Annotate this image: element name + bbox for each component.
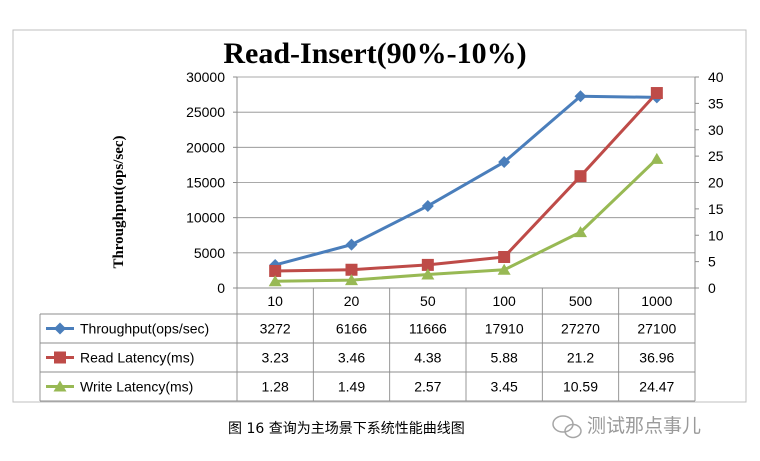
y-tick-label: 15000: [186, 175, 225, 191]
figure-caption: 图 16 查询为主场景下系统性能曲线图: [228, 421, 465, 437]
data-label: 3.23: [262, 350, 289, 366]
data-point: [574, 90, 587, 103]
data-point: [269, 264, 282, 277]
x-tick-label: 100: [492, 293, 516, 309]
y-tick-label: 30000: [186, 69, 225, 85]
data-label: 17910: [485, 321, 524, 337]
data-label: 36.96: [639, 350, 674, 366]
data-label: 5.88: [491, 350, 518, 366]
series-line: [275, 92, 658, 273]
data-point: [421, 268, 435, 280]
data-label: 10.59: [563, 379, 598, 395]
y2-tick-label: 35: [708, 95, 724, 111]
watermark: 测试那点事儿: [552, 415, 701, 439]
data-point: [345, 263, 358, 276]
data-label: 2.57: [414, 379, 441, 395]
data-point: [650, 152, 664, 164]
data-point: [421, 258, 434, 271]
data-label: 27100: [637, 321, 676, 337]
x-tick-label: 20: [344, 293, 360, 309]
data-point: [650, 87, 663, 100]
legend-marker: [54, 351, 66, 364]
x-tick-label: 1000: [641, 293, 672, 309]
data-label: 1.28: [262, 379, 289, 395]
data-point: [345, 238, 358, 251]
data-point: [268, 275, 282, 287]
data-label: 4.38: [414, 350, 441, 366]
y-tick-label: 0: [217, 280, 225, 296]
data-point: [421, 199, 434, 212]
data-point: [498, 250, 511, 263]
y-tick-label: 25000: [186, 104, 225, 120]
legend-entry: Write Latency(ms): [80, 379, 193, 395]
data-point: [497, 263, 511, 275]
x-tick-label: 500: [569, 293, 593, 309]
data-label: 27270: [561, 321, 600, 337]
data-label: 3272: [260, 321, 291, 337]
legend-marker: [54, 322, 66, 335]
data-label: 24.47: [639, 379, 674, 395]
data-point: [498, 156, 511, 169]
data-label: 1.49: [338, 379, 365, 395]
y-tick-label: 10000: [186, 210, 225, 226]
y-tick-label: 5000: [194, 245, 225, 261]
y2-tick-label: 20: [708, 175, 724, 191]
y2-tick-label: 0: [708, 280, 716, 296]
data-label: 21.2: [567, 350, 594, 366]
y2-tick-label: 40: [708, 69, 724, 85]
data-label: 11666: [409, 321, 447, 337]
data-label: 6166: [336, 321, 367, 337]
data-label: 3.45: [491, 379, 518, 395]
y-tick-label: 20000: [186, 139, 225, 155]
series-line: [274, 94, 657, 267]
y2-tick-label: 25: [708, 148, 724, 164]
chart-title: Read-Insert(90%-10%): [223, 37, 526, 70]
legend-marker: [53, 380, 67, 392]
data-point: [574, 170, 587, 183]
y2-tick-label: 10: [708, 227, 724, 243]
chart-border: [12, 29, 747, 403]
series-line: [275, 157, 658, 283]
legend-entry: Throughput(ops/sec): [80, 321, 209, 337]
watermark-text: 测试那点事儿: [587, 415, 701, 437]
y2-tick-label: 30: [708, 122, 724, 138]
wechat-logo-icon: [552, 415, 582, 439]
x-tick-label: 10: [267, 293, 283, 309]
data-label: 3.46: [338, 350, 365, 366]
data-point: [345, 274, 358, 286]
y-axis-label: Throughput(ops/sec): [111, 135, 127, 268]
x-tick-label: 50: [420, 293, 436, 309]
data-point: [574, 226, 587, 238]
y2-tick-label: 5: [708, 254, 716, 270]
legend-entry: Read Latency(ms): [80, 350, 194, 366]
y2-tick-label: 15: [708, 201, 724, 217]
